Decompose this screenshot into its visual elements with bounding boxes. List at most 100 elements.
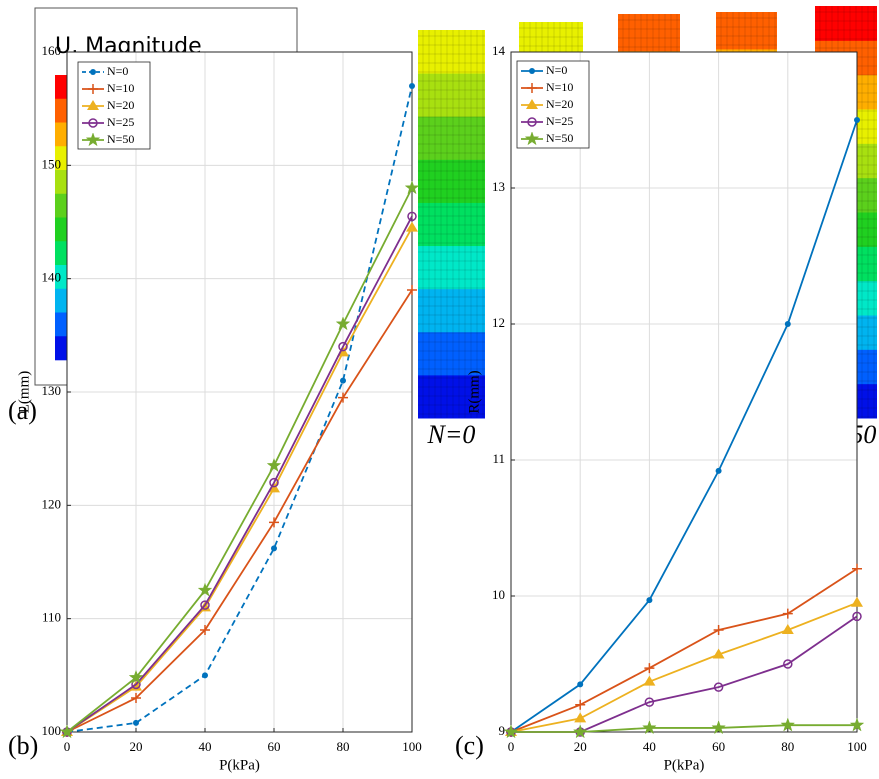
marker (780, 717, 796, 732)
legend-marker (88, 84, 98, 94)
legend-label: N=25 (107, 115, 134, 129)
marker (271, 545, 277, 552)
y-tick-label: 11 (492, 451, 505, 466)
legend-marker (90, 69, 96, 75)
panel-label: (a) (8, 396, 37, 425)
contour-band (418, 73, 485, 117)
marker (643, 675, 656, 686)
legend-marker (85, 132, 101, 147)
marker (340, 377, 346, 384)
y-tick-label: 150 (42, 156, 62, 171)
axes-frame (66, 51, 413, 733)
legend-marker (88, 118, 98, 128)
marker (406, 221, 418, 232)
marker (133, 719, 139, 726)
marker (781, 624, 794, 634)
marker (574, 712, 587, 723)
marker (266, 457, 282, 472)
y-tick-label: 120 (42, 496, 62, 511)
marker (711, 720, 726, 735)
marker (269, 517, 279, 528)
marker (575, 699, 586, 710)
marker (202, 672, 208, 679)
axes-frame (510, 51, 858, 733)
marker (784, 321, 791, 327)
contour-band (618, 14, 680, 52)
line (510, 601, 858, 733)
marker (197, 582, 213, 597)
x-tick-label: 40 (643, 739, 656, 754)
y-axis-label: R(mm) (466, 370, 482, 413)
y-axis-label: L(mm) (16, 371, 32, 414)
series (503, 717, 865, 739)
y-tick-label: 110 (42, 610, 61, 625)
legend-marker (527, 83, 537, 93)
x-axis-label: P(kPa) (664, 757, 705, 773)
line (510, 568, 858, 733)
y-tick-label: 100 (42, 723, 62, 738)
contour-band (418, 116, 485, 160)
legend-label: N=50 (546, 131, 573, 145)
marker (852, 563, 862, 574)
marker (854, 117, 860, 123)
contour-band (716, 12, 777, 50)
line (66, 85, 413, 733)
marker (404, 180, 420, 195)
marker (572, 724, 588, 739)
panel-label: (c) (455, 731, 484, 760)
marker (852, 611, 862, 622)
marker (407, 285, 417, 295)
y-tick-label: 140 (42, 270, 62, 285)
legend-label: N=20 (107, 98, 134, 112)
contour-band (418, 288, 485, 333)
contour-band (418, 159, 485, 203)
x-axis-label: P(kPa) (219, 757, 260, 773)
legend-label: N=25 (546, 114, 573, 128)
marker (131, 693, 141, 703)
legend-label: N=50 (107, 132, 134, 146)
marker (715, 467, 722, 474)
y-tick-label: 13 (492, 179, 505, 194)
marker (128, 669, 144, 684)
marker (851, 596, 863, 607)
y-tick-label: 130 (42, 383, 62, 398)
x-tick-label: 100 (402, 739, 422, 754)
line (511, 724, 857, 733)
marker (409, 83, 415, 89)
x-tick-label: 20 (574, 739, 587, 754)
marker (644, 697, 655, 707)
marker (407, 211, 417, 222)
x-tick-label: 60 (268, 739, 281, 754)
plot-area (511, 52, 857, 732)
line (66, 187, 413, 733)
marker (642, 720, 657, 735)
panel-label: (b) (8, 731, 38, 760)
line (510, 119, 858, 733)
legend-marker (527, 117, 537, 127)
y-tick-label: 160 (42, 43, 62, 58)
legend-label: N=10 (107, 81, 134, 95)
marker (338, 392, 348, 403)
marker (713, 682, 724, 692)
contour-band (815, 6, 877, 41)
x-tick-label: 40 (199, 739, 212, 754)
y-tick-label: 12 (492, 315, 505, 330)
legend-marker (87, 100, 99, 110)
x-tick-label: 20 (130, 739, 143, 754)
x-tick-label: 80 (337, 739, 350, 754)
series (59, 180, 420, 739)
x-tick-label: 60 (712, 739, 725, 754)
marker (200, 600, 210, 610)
marker (577, 681, 584, 688)
line (66, 215, 413, 733)
marker (59, 724, 75, 739)
legend-label: N=20 (546, 97, 573, 111)
deformed-column (418, 30, 485, 419)
marker (849, 717, 865, 732)
legend-label: N=0 (107, 64, 128, 78)
x-tick-label: 0 (64, 739, 71, 754)
marker (713, 625, 724, 635)
legend-label: N=0 (546, 63, 567, 77)
